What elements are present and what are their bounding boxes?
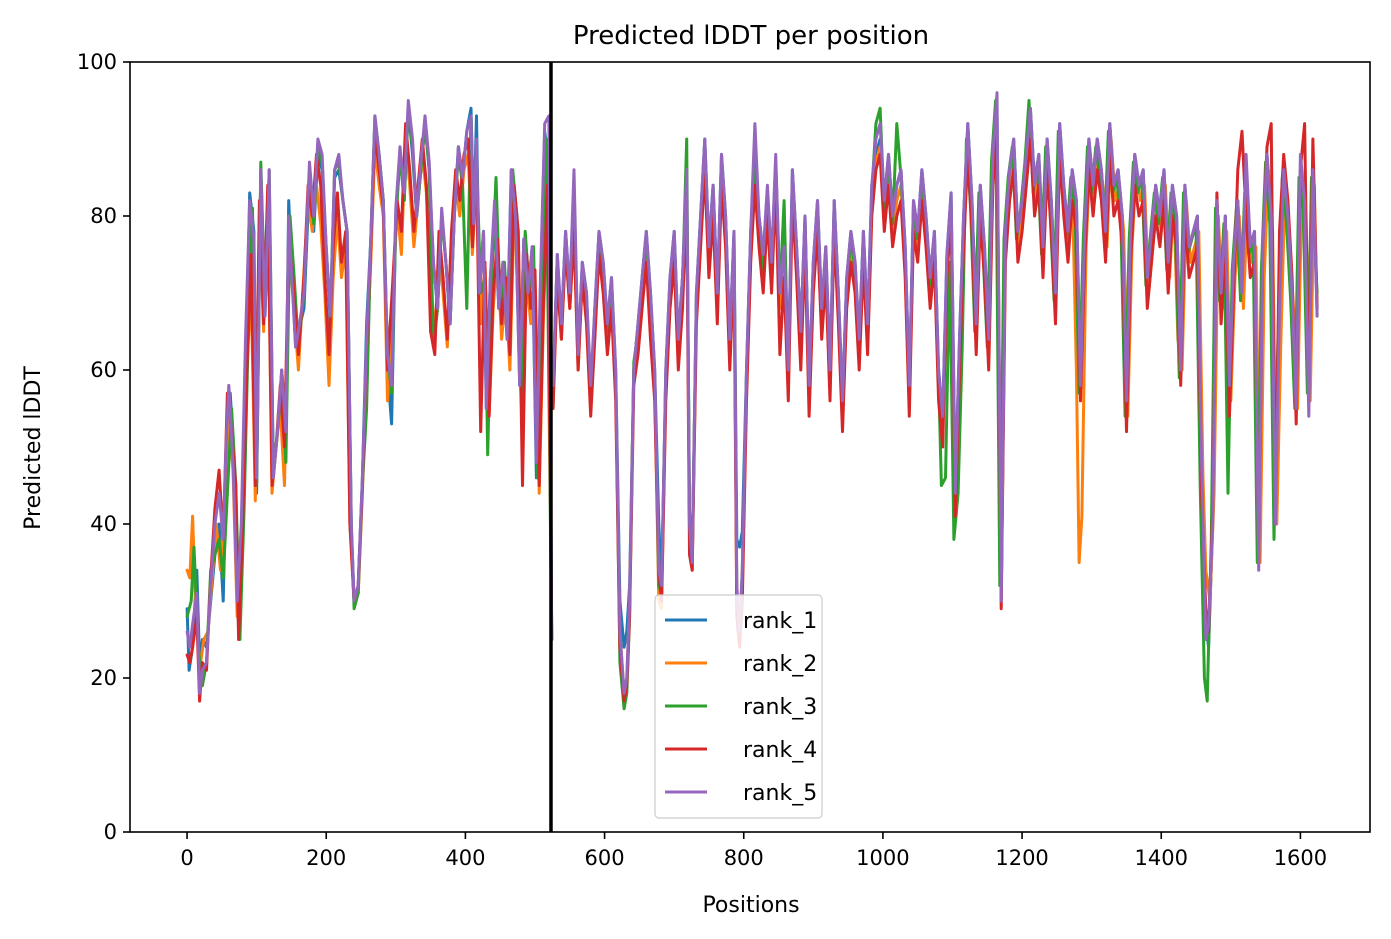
x-tick-label: 0 — [180, 846, 193, 870]
y-tick-label: 100 — [77, 50, 117, 74]
series-line-rank_5 — [185, 99, 554, 695]
legend-label-rank_1: rank_1 — [743, 609, 817, 634]
plot-frame — [129, 61, 1371, 833]
chart-title: Predicted lDDT per position — [573, 21, 929, 51]
legend-label-rank_5: rank_5 — [743, 781, 817, 806]
x-tick-label: 200 — [306, 846, 346, 870]
y-tick-label: 40 — [90, 512, 117, 536]
y-axis-label: Predicted lDDT — [21, 366, 46, 530]
y-tick-label: 0 — [104, 820, 117, 844]
legend-box — [654, 594, 823, 819]
y-tick-label: 80 — [90, 204, 117, 228]
series-line-segment-9 — [551, 91, 1319, 695]
axis-layer: 0 200 400 600 800 1000 1200 1400 1600 0 20 40 60 80 10… — [77, 50, 1327, 870]
x-tick-label: 1400 — [1135, 846, 1188, 870]
legend-label-rank_4: rank_4 — [743, 738, 817, 763]
x-tick-label: 1600 — [1274, 846, 1327, 870]
x-tick-label: 1200 — [995, 846, 1048, 870]
y-tick-label: 60 — [90, 358, 117, 382]
legend-label-rank_2: rank_2 — [743, 652, 817, 677]
x-tick-label: 600 — [585, 846, 625, 870]
x-tick-label: 800 — [724, 846, 764, 870]
x-axis-label: Positions — [702, 893, 799, 918]
y-tick-label: 20 — [90, 666, 117, 690]
series-line-segment-8 — [551, 122, 1319, 703]
series-line-rank_3 — [185, 106, 554, 688]
x-tick-label: 1000 — [856, 846, 909, 870]
series-layer — [185, 91, 1319, 711]
legend-label-rank_3: rank_3 — [743, 695, 817, 720]
x-tick-label: 400 — [445, 846, 485, 870]
legend: rank_1 rank_2 rank_3 rank_4 rank_5 — [654, 594, 823, 819]
